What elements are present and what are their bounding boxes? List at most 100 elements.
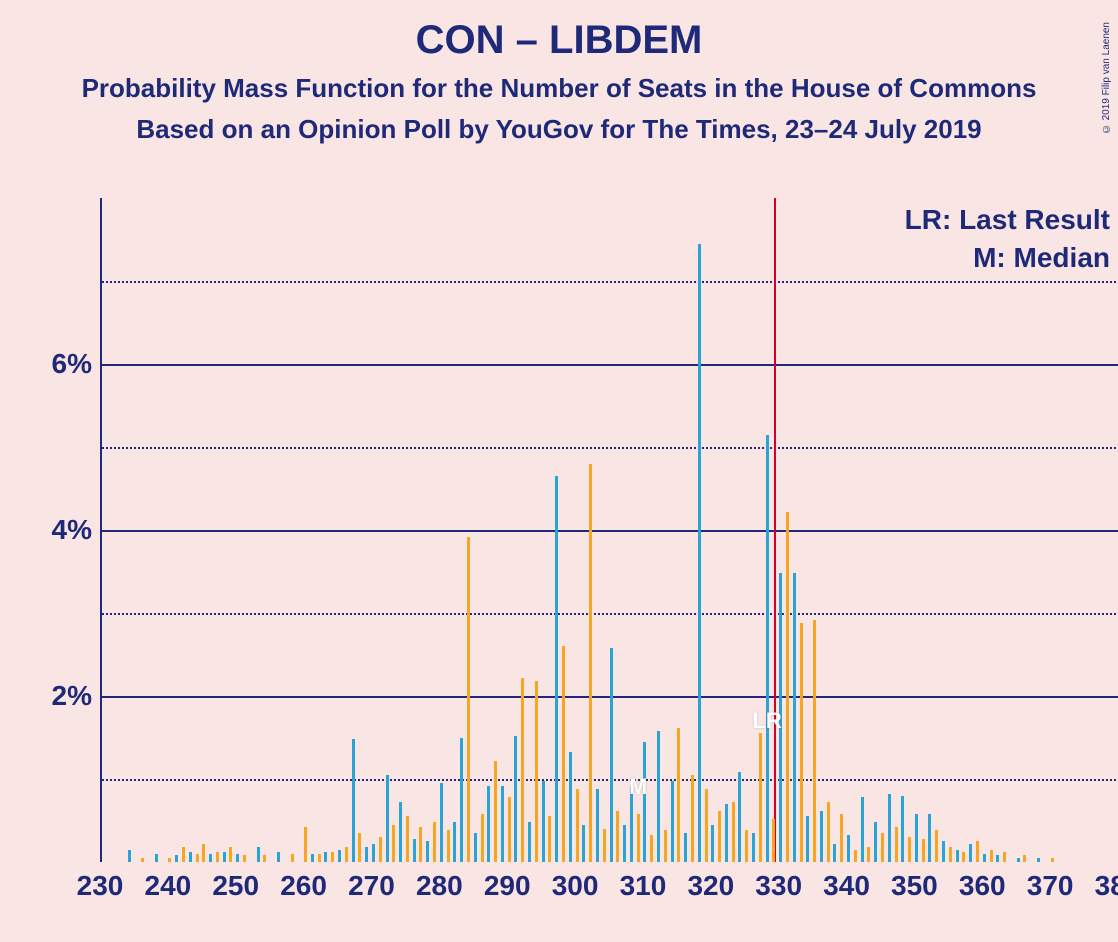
bar-series-A — [623, 825, 626, 862]
bar-series-B — [345, 847, 348, 862]
bar-series-B — [718, 811, 721, 862]
bar-series-A — [324, 852, 327, 862]
bar-series-B — [745, 830, 748, 862]
bar-series-B — [508, 797, 511, 862]
gridline-major — [102, 364, 1118, 366]
bar-series-A — [453, 822, 456, 862]
chart-title: CON – LIBDEM — [0, 18, 1118, 63]
bar-series-A — [365, 847, 368, 862]
bar-series-A — [996, 855, 999, 862]
bar-series-A — [426, 841, 429, 862]
x-axis-tick: 310 — [620, 870, 667, 902]
plot-area: LR: Last Result M: Median MLR — [100, 198, 1118, 862]
bar-series-A — [128, 850, 131, 862]
last-result-line — [774, 198, 776, 862]
bar-series-A — [311, 854, 314, 862]
bar-series-A — [528, 822, 531, 862]
bar-series-B — [1003, 852, 1006, 862]
bar-series-B — [840, 814, 843, 862]
bar-series-B — [216, 852, 219, 862]
bar-series-A — [542, 781, 545, 862]
legend-median: M: Median — [973, 242, 1110, 274]
chart-subtitle-1: Probability Mass Function for the Number… — [0, 73, 1118, 104]
bar-series-A — [487, 786, 490, 862]
bar-series-B — [521, 678, 524, 862]
bar-series-A — [657, 731, 660, 862]
bar-series-A — [1017, 858, 1020, 862]
bar-series-A — [582, 825, 585, 862]
bar-series-A — [861, 797, 864, 862]
bar-series-B — [589, 464, 592, 862]
bar-series-A — [915, 814, 918, 862]
bar-series-A — [820, 811, 823, 862]
bar-series-B — [800, 623, 803, 862]
bar-series-B — [813, 620, 816, 862]
y-axis-tick: 2% — [52, 680, 92, 712]
bar-series-A — [1037, 858, 1040, 862]
bar-series-B — [772, 819, 775, 862]
bar-series-B — [1051, 858, 1054, 862]
bar-series-B — [331, 852, 334, 862]
x-axis-tick: 260 — [280, 870, 327, 902]
bar-series-A — [257, 847, 260, 862]
chart-area: LR: Last Result M: Median MLR 2302402502… — [100, 198, 1118, 862]
bar-series-B — [1023, 855, 1026, 862]
bar-series-A — [711, 825, 714, 862]
bar-series-A — [474, 833, 477, 862]
bar-series-B — [867, 847, 870, 862]
copyright-text: © 2019 Filip van Laenen — [1101, 22, 1112, 134]
bar-series-A — [501, 786, 504, 862]
bar-series-B — [691, 775, 694, 862]
y-axis-tick: 6% — [52, 348, 92, 380]
bar-series-A — [983, 854, 986, 862]
bar-series-A — [413, 839, 416, 862]
bar-series-B — [650, 835, 653, 862]
bar-series-B — [481, 814, 484, 862]
bar-series-B — [379, 837, 382, 862]
x-axis-tick: 380 — [1095, 870, 1118, 902]
bar-series-B — [962, 852, 965, 862]
bar-series-B — [637, 814, 640, 862]
bar-series-B — [949, 847, 952, 862]
bar-series-B — [990, 850, 993, 862]
x-axis-tick: 360 — [959, 870, 1006, 902]
x-axis-tick: 340 — [823, 870, 870, 902]
bar-series-A — [725, 804, 728, 862]
bar-series-A — [806, 816, 809, 862]
bar-series-B — [576, 789, 579, 862]
bar-series-B — [392, 825, 395, 862]
bar-series-A — [833, 844, 836, 862]
bar-series-A — [338, 850, 341, 862]
y-axis-tick: 4% — [52, 514, 92, 546]
x-axis-tick: 320 — [687, 870, 734, 902]
bar-series-B — [202, 844, 205, 862]
bar-series-B — [419, 827, 422, 862]
bar-series-B — [548, 816, 551, 862]
bar-series-B — [786, 512, 789, 862]
bar-series-A — [942, 841, 945, 862]
bar-series-B — [908, 837, 911, 862]
bar-series-A — [440, 783, 443, 862]
chart-subtitle-2: Based on an Opinion Poll by YouGov for T… — [0, 114, 1118, 145]
x-axis-tick: 250 — [212, 870, 259, 902]
bar-series-A — [766, 435, 769, 862]
median-marker: M — [629, 774, 647, 800]
bar-series-B — [318, 854, 321, 862]
bar-series-B — [168, 858, 171, 862]
bar-series-A — [155, 854, 158, 862]
bar-series-A — [847, 835, 850, 862]
legend-last-result: LR: Last Result — [905, 204, 1110, 236]
bar-series-B — [304, 827, 307, 862]
bar-series-A — [386, 775, 389, 862]
gridline-major — [102, 530, 1118, 532]
bar-series-A — [874, 822, 877, 862]
bar-series-A — [372, 844, 375, 862]
bar-series-B — [447, 830, 450, 862]
gridline-minor — [102, 613, 1118, 615]
bar-series-B — [976, 841, 979, 862]
bar-series-A — [610, 648, 613, 862]
bar-series-A — [793, 573, 796, 862]
bar-series-B — [291, 854, 294, 862]
bar-series-A — [189, 852, 192, 862]
bar-series-A — [888, 794, 891, 862]
